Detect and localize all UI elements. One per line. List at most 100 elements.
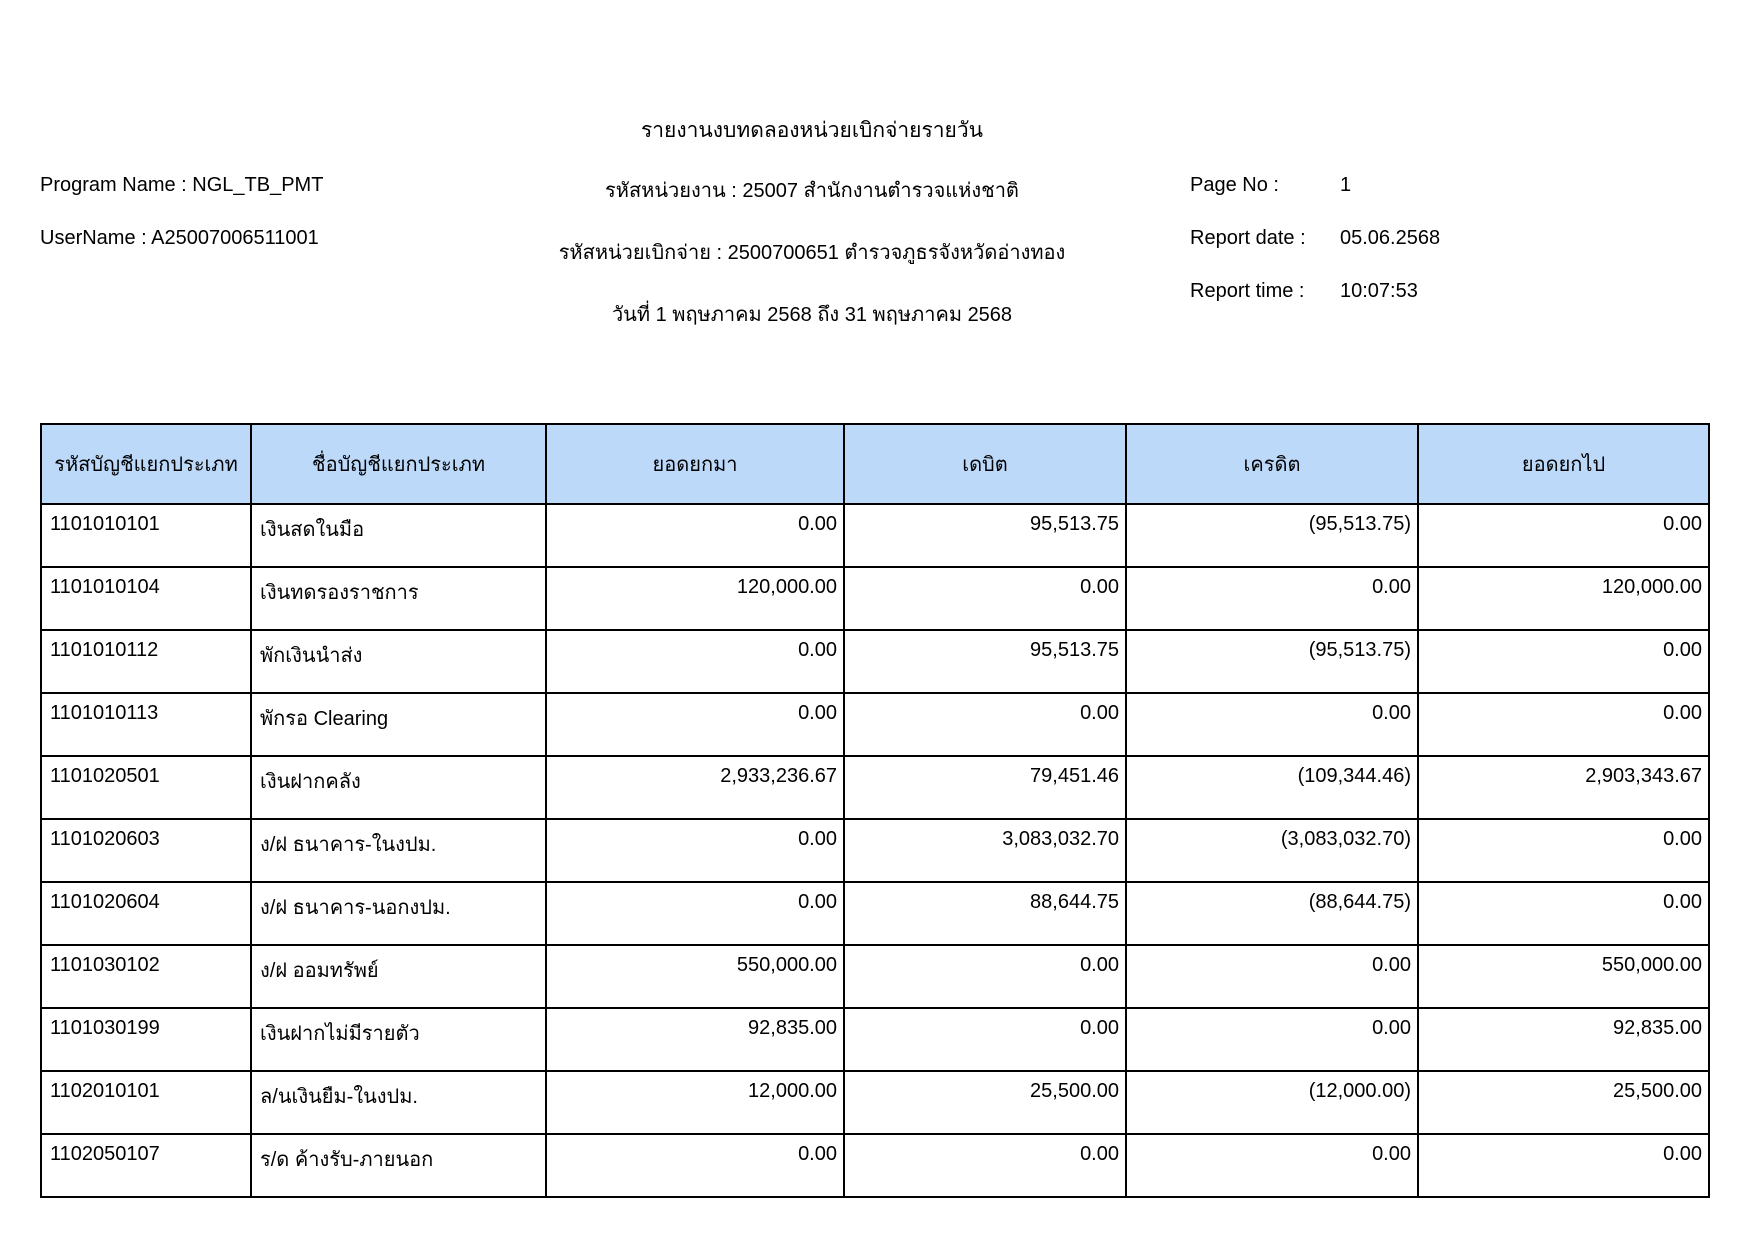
cell-account-name: ล/นเงินยืม-ในงปม. [250, 1070, 547, 1135]
trial-balance-table: รหัสบัญชีแยกประเภท ชื่อบัญชีแยกประเภท ยอ… [40, 423, 1710, 1198]
cell-carried-forward: 0.00 [1417, 503, 1710, 568]
cell-brought-forward: 92,835.00 [545, 1007, 845, 1072]
cell-debit: 0.00 [843, 692, 1127, 757]
cell-carried-forward: 120,000.00 [1417, 566, 1710, 631]
cell-debit: 0.00 [843, 1007, 1127, 1072]
table-row: 1101020604 ง/ฝ ธนาคาร-นอกงปม. 0.00 88,64… [40, 881, 1710, 946]
cell-brought-forward: 0.00 [545, 1133, 845, 1198]
table-row: 1102010101 ล/นเงินยืม-ในงปม. 12,000.00 2… [40, 1070, 1710, 1135]
cell-account-code: 1102010101 [40, 1070, 252, 1135]
cell-carried-forward: 0.00 [1417, 881, 1710, 946]
cell-account-code: 1101010113 [40, 692, 252, 757]
header-carried-forward: ยอดยกไป [1417, 423, 1710, 505]
cell-debit: 95,513.75 [843, 503, 1127, 568]
cell-carried-forward: 2,903,343.67 [1417, 755, 1710, 820]
agency-code-line: รหัสหน่วยงาน : 25007 สำนักงานตำรวจแห่งชา… [605, 180, 1019, 202]
cell-debit: 95,513.75 [843, 629, 1127, 694]
program-name-line: Program Name : NGL_TB_PMT [40, 174, 324, 196]
report-date-value: 05.06.2568 [1340, 227, 1441, 249]
table-header: รหัสบัญชีแยกประเภท ชื่อบัญชีแยกประเภท ยอ… [40, 423, 1710, 505]
cell-account-name: พักเงินนำส่ง [250, 629, 547, 694]
report-date-label: Report date : [1190, 227, 1306, 249]
report-time-value: 10:07:53 [1340, 280, 1418, 302]
date-range-line: วันที่ 1 พฤษภาคม 2568 ถึง 31 พฤษภาคม 256… [611, 304, 1013, 326]
cell-brought-forward: 0.00 [545, 881, 845, 946]
cell-brought-forward: 550,000.00 [545, 944, 845, 1009]
cell-debit: 0.00 [843, 566, 1127, 631]
cell-account-code: 1101030199 [40, 1007, 252, 1072]
cell-debit: 0.00 [843, 944, 1127, 1009]
cell-debit: 3,083,032.70 [843, 818, 1127, 883]
cell-credit: 0.00 [1125, 1007, 1419, 1072]
cell-credit: (95,513.75) [1125, 503, 1419, 568]
page-no-row: Page No : 1 [1190, 174, 1440, 197]
cell-brought-forward: 0.00 [545, 503, 845, 568]
report-title: รายงานงบทดลองหน่วยเบิกจ่ายรายวัน [640, 119, 984, 142]
cell-account-name: ง/ฝ ธนาคาร-ในงปม. [250, 818, 547, 883]
page-no-label: Page No : [1190, 174, 1279, 196]
cell-debit: 88,644.75 [843, 881, 1127, 946]
table-row: 1101020603 ง/ฝ ธนาคาร-ในงปม. 0.00 3,083,… [40, 818, 1710, 883]
table-row: 1101020501 เงินฝากคลัง 2,933,236.67 79,4… [40, 755, 1710, 820]
cell-carried-forward: 550,000.00 [1417, 944, 1710, 1009]
cell-account-name: ง/ฝ ออมทรัพย์ [250, 944, 547, 1009]
cell-account-code: 1101020604 [40, 881, 252, 946]
cell-account-code: 1101030102 [40, 944, 252, 1009]
cell-account-name: ร/ด ค้างรับ-ภายนอก [250, 1133, 547, 1198]
report-date-row: Report date : 05.06.2568 [1190, 227, 1440, 250]
disbursement-unit-line: รหัสหน่วยเบิกจ่าย : 2500700651 ตำรวจภูธร… [558, 242, 1066, 264]
cell-credit: (88,644.75) [1125, 881, 1419, 946]
cell-carried-forward: 92,835.00 [1417, 1007, 1710, 1072]
cell-credit: 0.00 [1125, 692, 1419, 757]
cell-credit: (3,083,032.70) [1125, 818, 1419, 883]
cell-debit: 0.00 [843, 1133, 1127, 1198]
cell-carried-forward: 25,500.00 [1417, 1070, 1710, 1135]
cell-account-name: พักรอ Clearing [250, 692, 547, 757]
cell-account-code: 1101020501 [40, 755, 252, 820]
cell-credit: 0.00 [1125, 566, 1419, 631]
cell-credit: (109,344.46) [1125, 755, 1419, 820]
cell-credit: (95,513.75) [1125, 629, 1419, 694]
cell-carried-forward: 0.00 [1417, 818, 1710, 883]
table-row: 1101010101 เงินสดในมือ 0.00 95,513.75 (9… [40, 503, 1710, 568]
cell-credit: (12,000.00) [1125, 1070, 1419, 1135]
cell-account-name: เงินฝากคลัง [250, 755, 547, 820]
cell-account-name: เงินสดในมือ [250, 503, 547, 568]
header-debit: เดบิต [843, 423, 1127, 505]
cell-brought-forward: 2,933,236.67 [545, 755, 845, 820]
cell-account-name: เงินฝากไม่มีรายตัว [250, 1007, 547, 1072]
cell-carried-forward: 0.00 [1417, 692, 1710, 757]
cell-brought-forward: 0.00 [545, 818, 845, 883]
table-header-row: รหัสบัญชีแยกประเภท ชื่อบัญชีแยกประเภท ยอ… [40, 423, 1710, 505]
header-brought-forward: ยอดยกมา [545, 423, 845, 505]
cell-debit: 25,500.00 [843, 1070, 1127, 1135]
table-body: 1101010101 เงินสดในมือ 0.00 95,513.75 (9… [40, 503, 1710, 1198]
cell-account-code: 1101010101 [40, 503, 252, 568]
cell-credit: 0.00 [1125, 944, 1419, 1009]
table-row: 1101030102 ง/ฝ ออมทรัพย์ 550,000.00 0.00… [40, 944, 1710, 1009]
header-credit: เครดิต [1125, 423, 1419, 505]
cell-account-name: ง/ฝ ธนาคาร-นอกงปม. [250, 881, 547, 946]
cell-brought-forward: 0.00 [545, 629, 845, 694]
header-account-code: รหัสบัญชีแยกประเภท [40, 423, 252, 505]
cell-account-code: 1101010104 [40, 566, 252, 631]
table-row: 1102050107 ร/ด ค้างรับ-ภายนอก 0.00 0.00 … [40, 1133, 1710, 1198]
cell-brought-forward: 12,000.00 [545, 1070, 845, 1135]
report-meta-right: Page No : 1 Report date : 05.06.2568 Rep… [1190, 174, 1440, 303]
cell-carried-forward: 0.00 [1417, 629, 1710, 694]
cell-carried-forward: 0.00 [1417, 1133, 1710, 1198]
report-meta-center: รหัสหน่วยงาน : 25007 สำนักงานตำรวจแห่งชา… [0, 174, 1624, 330]
table-row: 1101010112 พักเงินนำส่ง 0.00 95,513.75 (… [40, 629, 1710, 694]
cell-account-name: เงินทดรองราชการ [250, 566, 547, 631]
cell-brought-forward: 0.00 [545, 692, 845, 757]
report-time-row: Report time : 10:07:53 [1190, 280, 1440, 303]
report-time-label: Report time : [1190, 280, 1305, 302]
cell-debit: 79,451.46 [843, 755, 1127, 820]
page-no-value: 1 [1340, 174, 1352, 196]
cell-account-code: 1102050107 [40, 1133, 252, 1198]
table-row: 1101010104 เงินทดรองราชการ 120,000.00 0.… [40, 566, 1710, 631]
header-account-name: ชื่อบัญชีแยกประเภท [250, 423, 547, 505]
report-meta-left: Program Name : NGL_TB_PMT UserName : A25… [40, 174, 323, 250]
username-line: UserName : A25007006511001 [40, 227, 319, 249]
